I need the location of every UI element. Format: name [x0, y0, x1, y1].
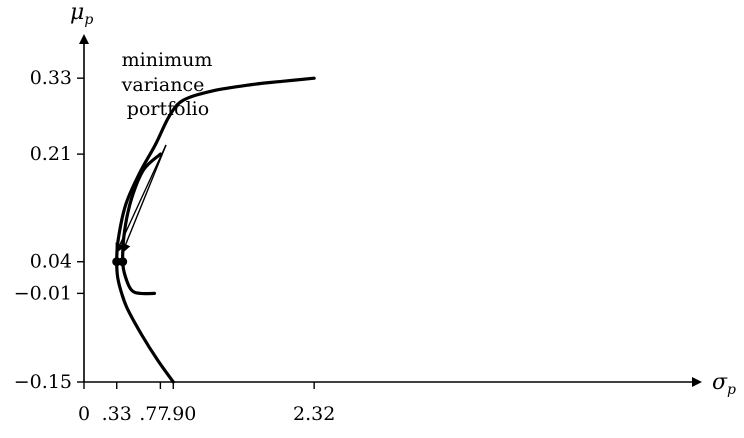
- y-tick-label: −0.01: [14, 282, 72, 304]
- annotation-line: portfolio: [127, 98, 209, 120]
- y-tick-label: 0.21: [30, 143, 72, 165]
- minimum-variance-point: [118, 257, 128, 267]
- x-tick-label: 0: [78, 403, 90, 425]
- annotation-line: minimum: [122, 49, 213, 71]
- annotation-arrow: [115, 144, 167, 254]
- x-tick-label: 2.32: [293, 403, 335, 425]
- frontier-curve-inner: [121, 152, 162, 296]
- frontier-curve-outer: [115, 76, 316, 384]
- x-axis-label: σp: [712, 370, 736, 398]
- x-tick-label: .90: [166, 403, 196, 425]
- y-tick-label: 0.04: [30, 251, 72, 273]
- x-tick-label: .77: [139, 403, 169, 425]
- y-tick-label: 0.33: [30, 67, 72, 89]
- annotation-line: variance: [121, 74, 205, 96]
- axes: [79, 34, 702, 387]
- annotation-arrow: [121, 144, 167, 254]
- ticks: 0.33.77.90 2.320.330.210.04−0.01−0.15: [14, 67, 336, 425]
- series: [112, 76, 316, 384]
- y-axis-label: μp: [70, 0, 93, 28]
- x-tick-label: .33: [102, 403, 132, 425]
- y-tick-label: −0.15: [14, 371, 72, 393]
